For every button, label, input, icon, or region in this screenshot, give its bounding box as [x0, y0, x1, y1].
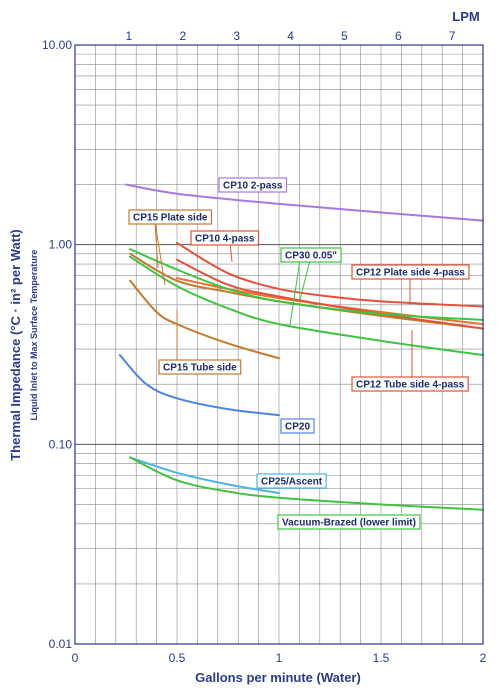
callout-box: [280, 418, 315, 434]
callout-cp25-ascent: CP25/Ascent: [256, 473, 327, 489]
lpm-tick-label: 7: [449, 29, 456, 43]
callout-box: [218, 177, 288, 193]
y-axis-subtitle: Liquid Inlet to Max Surface Temperature: [29, 250, 39, 421]
series-line-cp10-2-pass: [125, 183, 484, 222]
callout-label: CP10 4-pass: [195, 234, 255, 245]
x-tick-label: 0: [72, 651, 79, 665]
callout-leader-line: [154, 221, 166, 286]
callout-label: CP12 Plate side 4-pass: [356, 268, 465, 279]
series-line-cp25-ascent: [129, 456, 280, 495]
x-tick-label: 1: [276, 651, 283, 665]
lpm-tick-label: 6: [395, 29, 402, 43]
callout-box: [128, 209, 213, 225]
callout-box: [351, 376, 469, 392]
y-tick-label: 10.00: [42, 38, 72, 52]
series-line-vacuum-brazed-lower-limit: [129, 456, 484, 511]
callout-cp20: CP20: [280, 418, 315, 434]
x-tick-label: 0.5: [169, 651, 186, 665]
x-axis-title: Gallons per minute (Water): [195, 670, 361, 685]
lpm-axis-label: LPM: [452, 9, 479, 24]
callout-box: [280, 247, 342, 263]
callout-cp12-tube-side-4-pass: CP12 Tube side 4-pass: [351, 376, 469, 392]
axis-layer: 0 0.5 1 1.5 2 0.01 0.10 1.00 10.00 1 2 3 4 5 6 7: [42, 29, 487, 665]
callout-box: [277, 514, 421, 530]
callout-label: CP15 Tube side: [163, 363, 237, 374]
x-tick-label: 1.5: [373, 651, 390, 665]
callout-label: CP15 Plate side: [133, 213, 208, 224]
callout-box: [158, 359, 242, 375]
grid-layer: [75, 45, 483, 644]
callout-leader-line: [154, 221, 159, 269]
callout-box: [256, 473, 327, 489]
y-tick-label: 0.01: [49, 637, 73, 651]
callout-cp12-plate-side-4-pass: CP12 Plate side 4-pass: [351, 264, 470, 280]
callout-cp10-4-pass: CP10 4-pass: [190, 230, 260, 246]
callout-layer: CP10 2-pass CP15 Plate side CP10 4-pass CP3…: [128, 177, 470, 530]
lpm-tick-label: 2: [179, 29, 186, 43]
series-line-cp30-0-05: [129, 248, 484, 321]
callout-cp15-tube-side: CP15 Tube side: [158, 359, 242, 375]
callout-label: CP20: [285, 422, 310, 433]
lpm-tick-label: 3: [233, 29, 240, 43]
lpm-tick-label: 5: [341, 29, 348, 43]
series-layer: [118, 183, 484, 511]
callout-leader-line: [299, 259, 311, 301]
plot-frame: [74, 44, 484, 645]
callout-label: CP30 0.05": [285, 251, 337, 262]
callout-leader-line: [229, 242, 233, 263]
callout-label: Vacuum-Brazed (lower limit): [282, 518, 416, 529]
series-line-cp20: [118, 354, 280, 417]
callout-cp30-0-05: CP30 0.05": [280, 247, 342, 263]
callout-box: [190, 230, 260, 246]
callout-label: CP10 2-pass: [223, 181, 283, 192]
lpm-tick-label: 4: [287, 29, 294, 43]
callout-label: CP12 Tube side 4-pass: [356, 380, 465, 391]
callout-vacuum-brazed-lower-limit: Vacuum-Brazed (lower limit): [277, 514, 421, 530]
x-tick-label: 2: [480, 651, 487, 665]
lpm-tick-label: 1: [126, 29, 133, 43]
callout-cp10-2-pass: CP10 2-pass: [218, 177, 288, 193]
callout-leader-line: [289, 259, 301, 326]
callout-label: CP25/Ascent: [261, 477, 323, 488]
callout-box: [351, 264, 470, 280]
series-line-cp30-0-05: [129, 255, 484, 357]
y-tick-label: 1.00: [49, 238, 73, 252]
y-tick-label: 0.10: [49, 437, 73, 451]
y-axis-title: Thermal Impedance (°C · in² per Watt): [8, 229, 23, 461]
callout-cp15-plate-side: CP15 Plate side: [128, 209, 213, 225]
